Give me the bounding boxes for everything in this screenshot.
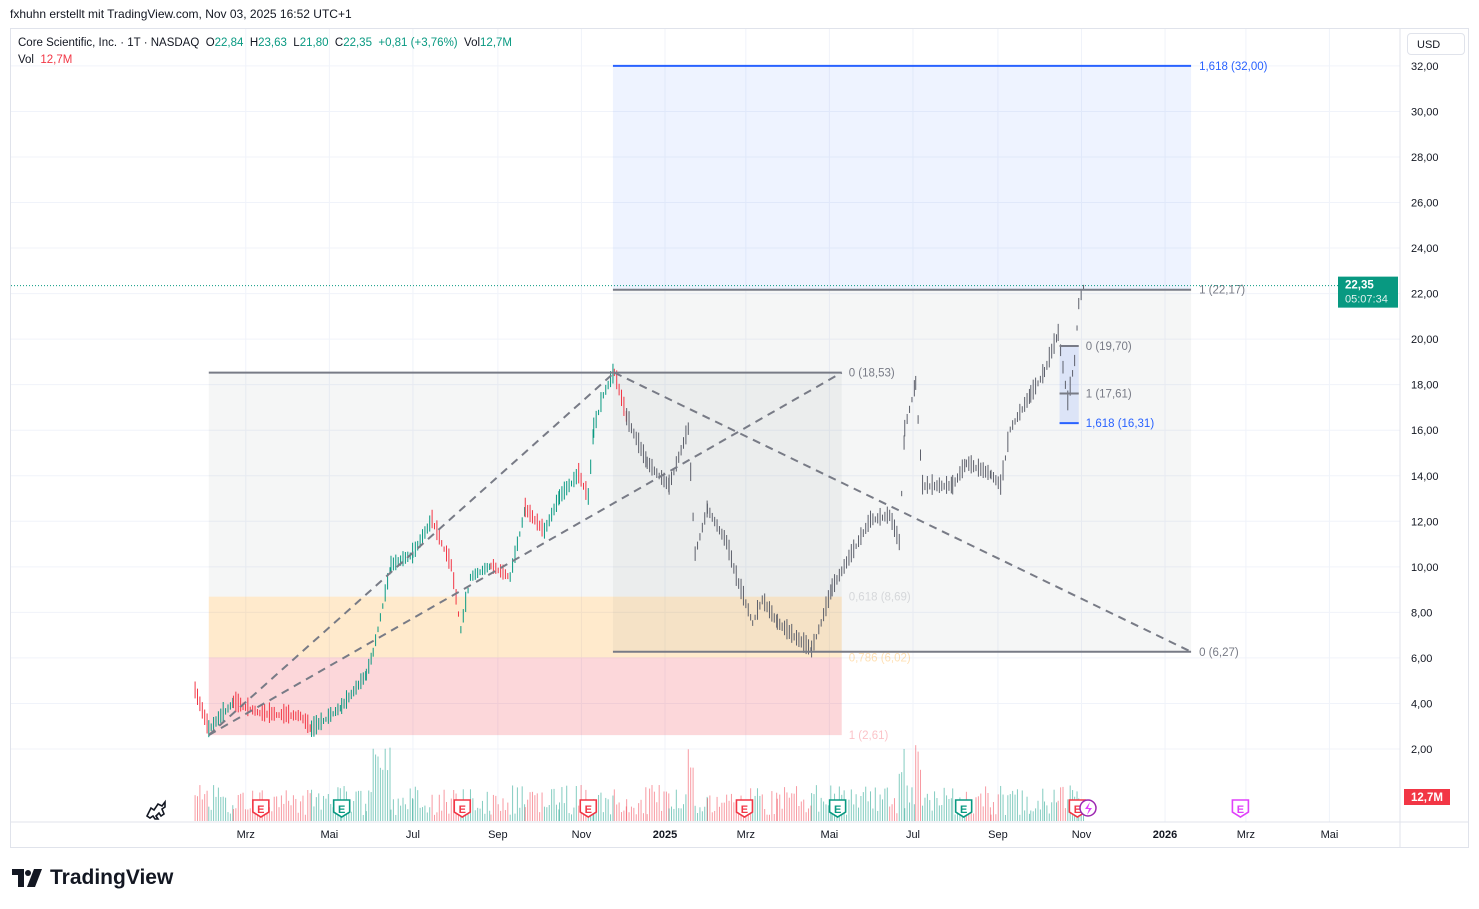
earnings-icon[interactable]: E [828, 799, 847, 818]
vol-label: Vol [464, 37, 481, 49]
x-tick-label: 2025 [653, 829, 677, 841]
fib3-level-label: 0 (19,70) [1086, 341, 1132, 353]
y-tick-label: 28,00 [1411, 152, 1439, 164]
x-tick-label: Mai [1321, 829, 1339, 841]
symbol-name[interactable]: Core Scientific, Inc. · 1T · NASDAQ [18, 37, 200, 49]
earnings-icon[interactable]: E [252, 799, 270, 818]
x-tick-label: Nov [572, 829, 592, 841]
change-value: +0,81 (+3,76%) [378, 37, 458, 49]
x-tick-label: 2026 [1153, 829, 1177, 841]
x-tick-label: Jul [406, 829, 420, 841]
y-tick-label: 14,00 [1411, 471, 1439, 483]
y-tick-label: 12,00 [1411, 516, 1439, 528]
x-tick-label: Mrz [737, 829, 755, 841]
tradingview-logo[interactable]: TradingView [12, 866, 173, 890]
earnings-icon[interactable]: E [1231, 799, 1250, 818]
x-tick-label: Nov [1072, 829, 1092, 841]
svg-text:E: E [338, 804, 345, 816]
earnings-icon[interactable]: E [453, 799, 472, 818]
earnings-icon[interactable]: E [735, 799, 754, 818]
last-price-value: 22,35 [1345, 280, 1374, 292]
x-tick-label: Jul [906, 829, 920, 841]
y-tick-label: 16,00 [1411, 425, 1439, 437]
fib3-level-label: 1,618 (16,31) [1086, 418, 1155, 430]
y-tick-label: 6,00 [1411, 653, 1432, 665]
fib3-level-label: 1 (17,61) [1086, 389, 1132, 401]
last-price-badge [1338, 276, 1398, 308]
y-tick-label: 20,00 [1411, 334, 1439, 346]
y-tick-label: 4,00 [1411, 698, 1432, 710]
fib2-level-label: 1,618 (32,00) [1199, 61, 1268, 73]
earnings-icon[interactable]: E [954, 799, 973, 818]
y-tick-label: 32,00 [1411, 61, 1439, 73]
y-tick-label: 26,00 [1411, 198, 1439, 210]
fib-level-label: 0 (18,53) [849, 368, 895, 380]
y-tick-label: 18,00 [1411, 380, 1439, 392]
svg-text:E: E [960, 804, 967, 816]
earnings-icon[interactable]: E [332, 799, 351, 818]
trend-line-dashed [208, 371, 843, 736]
low-value: 21,80 [299, 37, 329, 49]
fib-level-label: 0,786 (6,02) [849, 652, 911, 664]
volume-indicator-label[interactable]: Vol [18, 54, 34, 66]
y-tick-label: 22,00 [1411, 289, 1439, 301]
close-value: 22,35 [343, 37, 372, 49]
y-tick-label: 24,00 [1411, 243, 1439, 255]
svg-text:E: E [741, 804, 748, 816]
logo-text: TradingView [50, 866, 174, 889]
lightning-icon [1085, 802, 1092, 815]
open-value: 22,84 [214, 37, 244, 49]
y-tick-label: 30,00 [1411, 106, 1439, 118]
x-tick-label: Sep [988, 829, 1008, 841]
volume-indicator-value: 12,7M [40, 54, 73, 66]
high-value: 23,63 [258, 37, 287, 49]
chart-frame[interactable] [10, 28, 1469, 848]
y-tick-label: 2,00 [1411, 744, 1432, 756]
volume-badge-value: 12,7M [1411, 792, 1443, 804]
fib-zone-0786-1 [208, 657, 842, 736]
y-tick-label: 8,00 [1411, 607, 1432, 619]
fib2-level-label: 0 (6,27) [1199, 647, 1239, 659]
x-tick-label: Mai [821, 829, 839, 841]
svg-text:E: E [834, 804, 841, 816]
dinosaur-icon [145, 799, 166, 820]
currency-button[interactable]: USD [1407, 33, 1465, 55]
open-label: O [205, 37, 215, 49]
fib2-zone-1-1618 [612, 65, 1192, 290]
symbol-legend: Core Scientific, Inc. · 1T · NASDAQ O22,… [18, 35, 512, 69]
x-tick-label: Sep [488, 829, 508, 841]
x-tick-label: Mrz [1237, 829, 1255, 841]
svg-text:E: E [585, 804, 592, 816]
countdown-value: 05:07:34 [1345, 294, 1388, 306]
fib3-zone [1059, 345, 1079, 424]
close-label: C [334, 37, 344, 49]
fib-zone-0618-0786 [208, 596, 842, 658]
x-tick-label: Mrz [237, 829, 255, 841]
fib-zone-0-0618 [208, 372, 842, 597]
fib2-zone-0-1 [612, 289, 1192, 652]
volume-badge [1404, 789, 1450, 805]
y-tick-label: 10,00 [1411, 562, 1439, 574]
fib-level-label: 0,618 (8,69) [849, 592, 911, 604]
fib-level-label: 1 (2,61) [849, 730, 889, 742]
svg-text:E: E [1074, 804, 1081, 816]
tradingview-logo-icon [12, 869, 42, 887]
fib2-level-label: 1 (22,17) [1199, 285, 1245, 297]
earnings-icon[interactable]: E [579, 799, 598, 818]
trend-line-dashed [208, 371, 615, 736]
credit-text: fxhuhn erstellt mit TradingView.com, Nov… [10, 7, 352, 21]
trend-line-dashed [613, 371, 1192, 653]
high-label: H [249, 37, 259, 49]
svg-text:E: E [1237, 804, 1244, 816]
x-tick-label: Mai [320, 829, 338, 841]
vol-value: 12,7M [480, 37, 512, 49]
svg-text:E: E [257, 804, 264, 816]
low-label: L [293, 37, 300, 49]
svg-text:E: E [459, 804, 466, 816]
